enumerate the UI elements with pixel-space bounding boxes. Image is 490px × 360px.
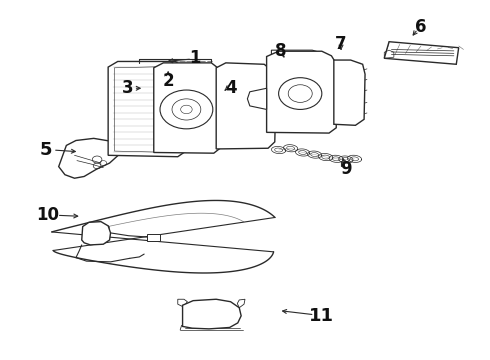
Text: 9: 9: [340, 161, 352, 179]
Polygon shape: [334, 60, 365, 125]
Text: 11: 11: [309, 307, 334, 325]
Polygon shape: [59, 138, 120, 178]
Polygon shape: [108, 62, 185, 157]
FancyBboxPatch shape: [147, 234, 160, 242]
Polygon shape: [216, 63, 276, 149]
Text: 10: 10: [37, 206, 60, 224]
Text: 8: 8: [275, 42, 287, 60]
Text: 6: 6: [415, 18, 426, 36]
Polygon shape: [82, 222, 111, 245]
Circle shape: [196, 303, 225, 325]
Polygon shape: [247, 88, 267, 109]
Text: 2: 2: [162, 72, 174, 90]
Polygon shape: [384, 42, 459, 64]
Text: 1: 1: [189, 49, 200, 67]
Circle shape: [86, 225, 107, 241]
Polygon shape: [267, 51, 336, 133]
Polygon shape: [183, 299, 241, 329]
Text: 5: 5: [40, 141, 52, 159]
Text: 7: 7: [335, 35, 347, 53]
Text: 3: 3: [122, 79, 133, 97]
Polygon shape: [154, 63, 221, 153]
Text: 4: 4: [225, 79, 236, 97]
